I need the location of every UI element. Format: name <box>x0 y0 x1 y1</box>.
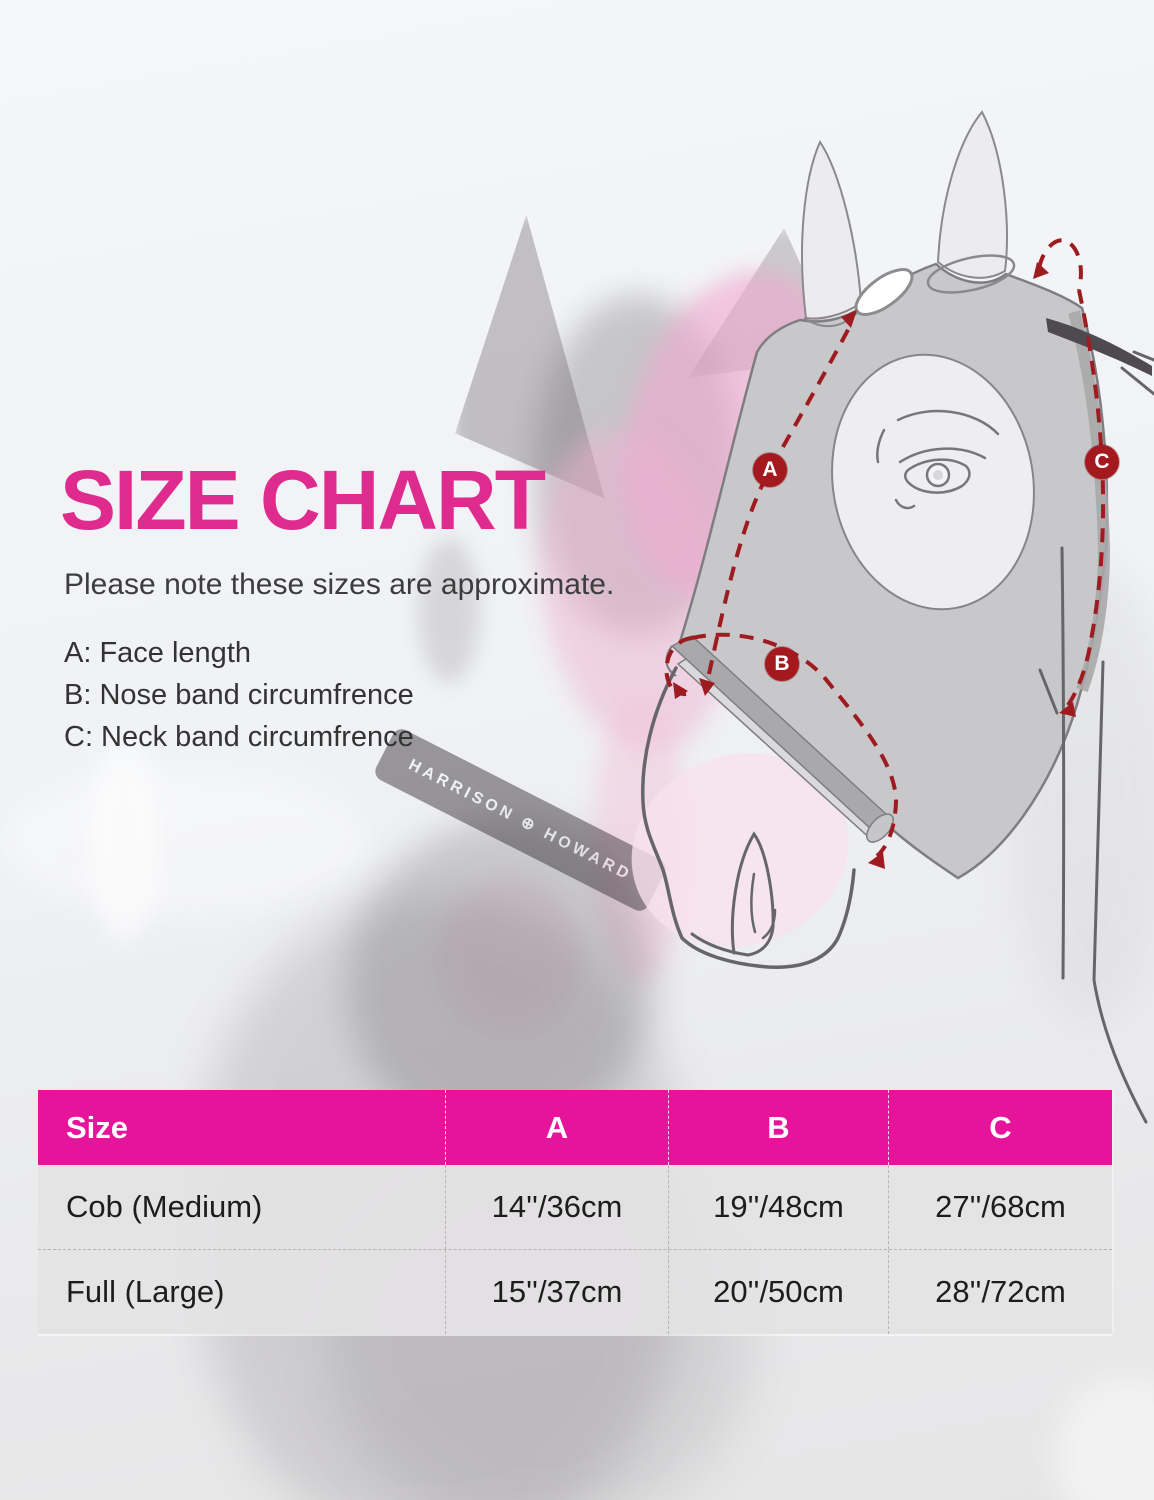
photo-light-band <box>0 768 365 913</box>
table-row-full: Full (Large) 15''/37cm 20''/50cm 28''/72… <box>38 1249 1112 1334</box>
size-name-cell: Cob (Medium) <box>66 1189 263 1224</box>
column-header-c: C <box>888 1090 1112 1165</box>
horse-eye <box>876 409 1000 510</box>
measure-line-b <box>691 632 899 858</box>
mask-ear-right <box>936 110 1008 279</box>
table-row-cob: Cob (Medium) 14''/36cm 19''/48cm 27''/68… <box>38 1165 1112 1249</box>
legend-item-a: A: Face length <box>64 637 251 669</box>
column-header-a: A <box>445 1090 668 1165</box>
size-name-cell: Full (Large) <box>66 1274 225 1309</box>
muzzle-pink-tint <box>631 753 849 947</box>
legend-item-b: B: Nose band circumfrence <box>64 679 414 711</box>
subtitle: Please note these sizes are approximate. <box>64 568 615 601</box>
value-cell-c: 27''/68cm <box>888 1165 1112 1249</box>
photo-fence-post <box>88 738 160 943</box>
halter-swoosh <box>1046 318 1152 376</box>
measurement-legend: A: Face length B: Nose band circumfrence… <box>64 632 414 758</box>
mask-ear-left <box>801 139 863 320</box>
legend-item-c: C: Neck band circumfrence <box>64 721 414 753</box>
measure-arrowheads <box>673 262 1076 869</box>
value-cell-a: 14''/36cm <box>445 1165 668 1249</box>
value-cell-c: 28''/72cm <box>888 1250 1112 1334</box>
muzzle-outline <box>641 666 856 969</box>
value-cell-a: 15''/37cm <box>445 1250 668 1334</box>
size-table-header: Size A B C <box>38 1090 1112 1165</box>
measure-line-c <box>1064 289 1106 710</box>
photo-pink-hood-low <box>438 878 583 1033</box>
size-table: Size A B C Cob (Medium) 14''/36cm 19''/4… <box>38 1090 1112 1334</box>
measure-line-c-loop <box>1037 238 1083 291</box>
column-header-b: B <box>668 1090 888 1165</box>
measure-badge-a: A <box>753 453 787 487</box>
neck-lines <box>1038 350 1154 1124</box>
nostril <box>730 831 775 957</box>
measure-badge-b: B <box>765 647 799 681</box>
value-cell-b: 19''/48cm <box>668 1165 888 1249</box>
value-cell-b: 20''/50cm <box>668 1250 888 1334</box>
column-header-size: Size <box>66 1109 129 1145</box>
ear-hole-rim-right <box>926 254 1016 294</box>
measure-badge-c: C <box>1085 445 1119 479</box>
forelock-hole <box>854 268 914 316</box>
page-title: SIZE CHART <box>60 453 546 547</box>
photo-mesh-edge <box>418 538 480 683</box>
